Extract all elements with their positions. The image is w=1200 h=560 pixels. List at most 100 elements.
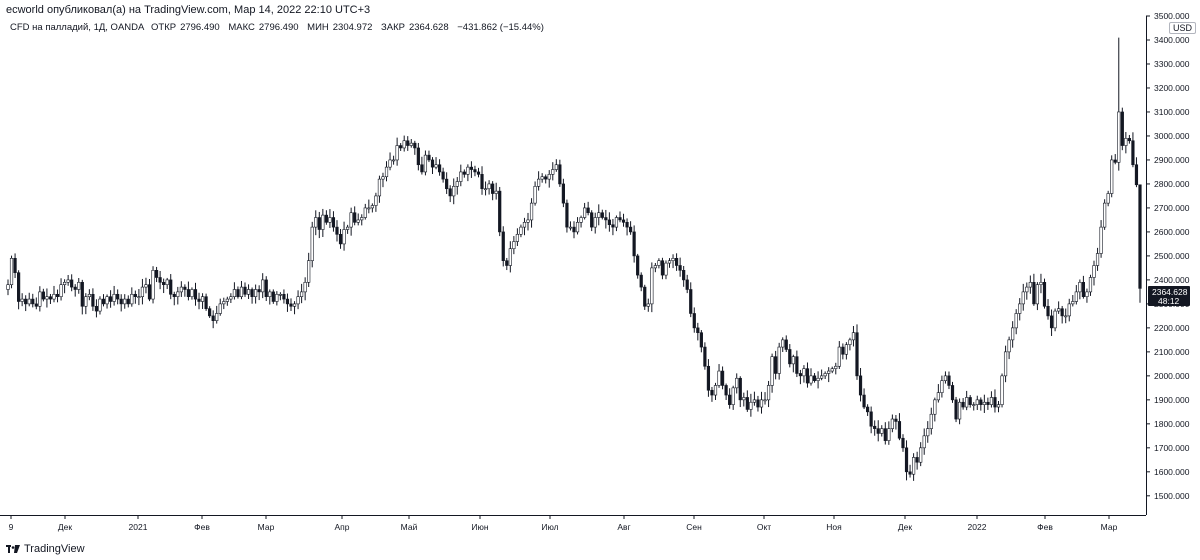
candle-body (254, 289, 258, 297)
candle-body (154, 269, 159, 278)
candle-body (887, 428, 891, 441)
candle-body (1124, 138, 1128, 146)
candle-body (922, 435, 926, 449)
legend-close-value: 2364.628 (408, 22, 449, 33)
candle-body (1103, 202, 1107, 228)
candle-body (724, 385, 728, 396)
candle-body (108, 296, 113, 302)
candle-body (1131, 140, 1135, 166)
tradingview-brand[interactable]: TradingView (6, 543, 85, 555)
candle-body (774, 356, 778, 374)
currency-label[interactable]: USD (1168, 22, 1196, 34)
price-tick-label: 3300.000 (1154, 59, 1190, 69)
candle-body (250, 289, 254, 297)
candle-body (34, 303, 38, 307)
candle-body (618, 217, 622, 221)
candle-body (901, 437, 905, 449)
candle-body (933, 399, 937, 415)
candle-body (452, 186, 456, 197)
candle-body (1025, 286, 1029, 293)
candle-body (646, 303, 650, 307)
candle-body (812, 375, 817, 381)
candle-body (950, 385, 955, 401)
candle-body (423, 154, 428, 173)
candle-body (324, 214, 328, 223)
price-tick-label: 3200.000 (1154, 83, 1190, 93)
candle-body (437, 164, 442, 173)
candle-body (77, 281, 81, 290)
candle-body (544, 176, 548, 180)
price-tick-label: 1800.000 (1154, 419, 1190, 429)
time-tick-label: Мар (1101, 522, 1118, 532)
candle-body (869, 411, 873, 427)
price-tick-label: 3100.000 (1154, 107, 1190, 117)
candle-body (699, 332, 703, 348)
candle-body (526, 219, 530, 223)
price-tick-label: 2900.000 (1154, 155, 1190, 165)
candle-body (795, 356, 799, 374)
candle-body (788, 349, 792, 365)
candle-body (144, 284, 148, 288)
candle-body (717, 370, 721, 386)
candle-body (1134, 164, 1139, 186)
candle-body (41, 291, 45, 300)
candle-body (377, 178, 382, 197)
candle-body (766, 385, 771, 401)
candle-body (593, 217, 597, 228)
candle-body (186, 289, 191, 297)
candle-body (70, 279, 74, 288)
time-tick-label: Авг (617, 522, 630, 532)
tradingview-logo-icon (6, 545, 20, 553)
candle-body (696, 327, 700, 333)
candle-body (926, 428, 930, 437)
price-tick-label: 2600.000 (1154, 227, 1190, 237)
candle-body (459, 171, 463, 182)
candle-body (919, 447, 923, 463)
candle-body (1067, 303, 1071, 317)
candle-body (328, 217, 332, 223)
candle-body (130, 293, 134, 305)
candle-body (954, 399, 958, 420)
candle-body (1095, 253, 1100, 266)
candle-body (554, 164, 558, 170)
candle-body (880, 428, 884, 434)
candle-body (204, 296, 208, 309)
candle-body (540, 176, 544, 180)
candle-body (632, 231, 636, 257)
candle-body (1138, 184, 1142, 289)
candle-body (508, 248, 512, 266)
candle-body (384, 166, 389, 178)
candle-body (1053, 310, 1057, 329)
legend-symbol: CFD на палладий, 1Д, OANDA (10, 22, 145, 33)
candle-body (996, 404, 1001, 408)
candle-body (1085, 291, 1089, 297)
candle-body (165, 279, 169, 285)
candle-body (706, 365, 711, 391)
candle-body (1099, 226, 1103, 254)
candle-body (190, 289, 194, 297)
candle-body (636, 255, 640, 276)
candle-body (208, 308, 212, 317)
candle-body (211, 315, 215, 321)
candle-body (745, 397, 749, 410)
candle-body (965, 397, 969, 408)
legend-open-value: 2796.490 (180, 22, 220, 33)
candle-body (370, 205, 374, 209)
candle-body (473, 169, 477, 173)
candle-body (314, 217, 318, 228)
candle-body (529, 202, 534, 221)
candle-body (360, 217, 364, 221)
time-tick-label: 9 (9, 522, 14, 532)
candle-body (827, 370, 831, 374)
candle-body (522, 222, 527, 228)
candle-body (763, 399, 767, 402)
candle-body (80, 281, 84, 307)
candle-body (759, 399, 764, 408)
candle-body (519, 226, 523, 235)
price-tick-label: 3000.000 (1154, 131, 1190, 141)
price-tick-label: 3400.000 (1154, 35, 1190, 45)
candle-body (943, 375, 948, 381)
candle-body (427, 154, 431, 161)
candle-body (59, 284, 63, 297)
